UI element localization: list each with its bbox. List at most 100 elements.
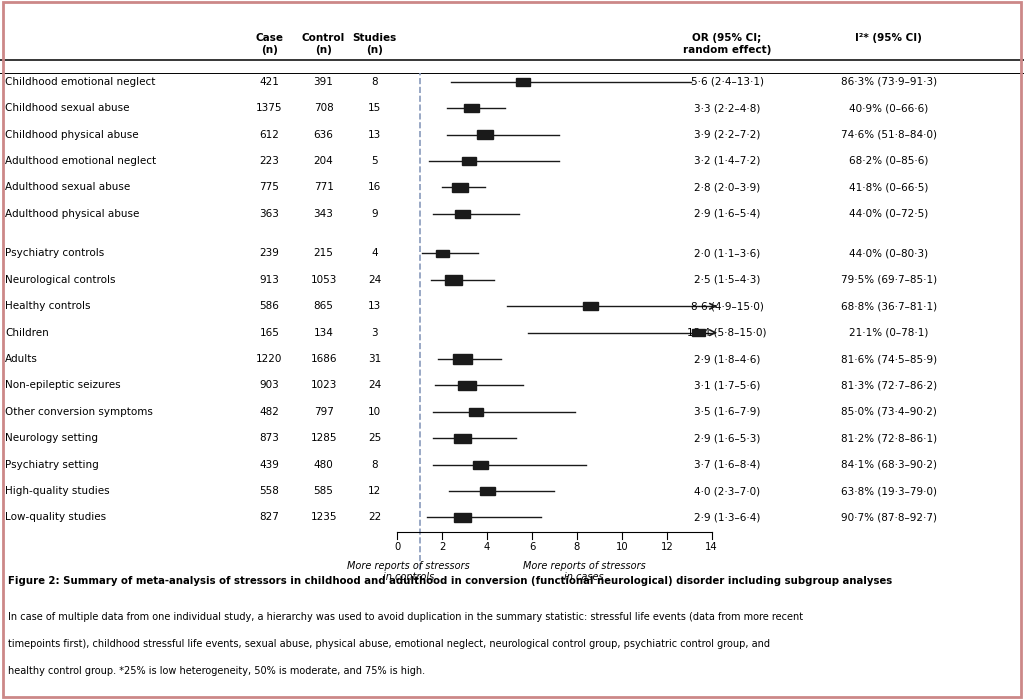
FancyBboxPatch shape [583,302,598,310]
Text: 13: 13 [369,129,381,140]
FancyBboxPatch shape [454,354,471,364]
Text: High-quality studies: High-quality studies [5,486,110,496]
Text: 775: 775 [259,182,280,192]
Text: 10: 10 [615,542,628,552]
Text: 68·8% (36·7–81·1): 68·8% (36·7–81·1) [841,301,937,311]
Text: 3·3 (2·2–4·8): 3·3 (2·2–4·8) [694,103,760,113]
Text: 10: 10 [369,407,381,417]
Text: 2·9 (1·8–4·6): 2·9 (1·8–4·6) [694,354,760,364]
Text: 21·1% (0–78·1): 21·1% (0–78·1) [849,328,929,338]
Text: 2·9 (1·6–5·4): 2·9 (1·6–5·4) [694,209,760,219]
FancyBboxPatch shape [463,157,476,164]
Text: 3·9 (2·2–7·2): 3·9 (2·2–7·2) [694,129,760,140]
Text: Childhood emotional neglect: Childhood emotional neglect [5,77,156,87]
FancyBboxPatch shape [464,104,479,113]
Text: 12: 12 [369,486,381,496]
Text: 24: 24 [369,275,381,285]
Text: 2·9 (1·3–6·4): 2·9 (1·3–6·4) [694,512,760,522]
FancyBboxPatch shape [469,408,483,416]
Text: 8: 8 [573,542,580,552]
Text: 482: 482 [259,407,280,417]
Text: 4: 4 [372,248,378,259]
Text: Healthy controls: Healthy controls [5,301,90,311]
Text: 4·0 (2·3–7·0): 4·0 (2·3–7·0) [694,486,760,496]
Text: 81·3% (72·7–86·2): 81·3% (72·7–86·2) [841,380,937,391]
Text: 16: 16 [369,182,381,192]
Text: 2·8 (2·0–3·9): 2·8 (2·0–3·9) [694,182,760,192]
FancyBboxPatch shape [454,433,471,443]
Text: 421: 421 [259,77,280,87]
FancyBboxPatch shape [479,487,495,495]
FancyBboxPatch shape [516,78,530,86]
Text: 14: 14 [706,542,718,552]
Text: 1220: 1220 [256,354,283,364]
FancyBboxPatch shape [454,513,471,522]
Text: 708: 708 [313,103,334,113]
Text: Control
(n): Control (n) [302,34,345,55]
Text: 797: 797 [313,407,334,417]
Text: 343: 343 [313,209,334,219]
Text: 24: 24 [369,380,381,391]
Text: 134: 134 [313,328,334,338]
Text: 8: 8 [372,460,378,470]
Text: 873: 873 [259,433,280,443]
Text: 223: 223 [259,156,280,166]
Text: 85·0% (73·4–90·2): 85·0% (73·4–90·2) [841,407,937,417]
Text: Low-quality studies: Low-quality studies [5,512,106,522]
Text: 12: 12 [660,542,673,552]
Text: 3·2 (1·4–7·2): 3·2 (1·4–7·2) [694,156,760,166]
Text: 86·3% (73·9–91·3): 86·3% (73·9–91·3) [841,77,937,87]
Text: 2·0 (1·1–3·6): 2·0 (1·1–3·6) [694,248,760,259]
Text: 1053: 1053 [310,275,337,285]
FancyBboxPatch shape [459,381,475,390]
FancyBboxPatch shape [435,250,449,257]
Text: 165: 165 [259,328,280,338]
Text: 2·5 (1·5–4·3): 2·5 (1·5–4·3) [694,275,760,285]
Text: 363: 363 [259,209,280,219]
Text: 3·1 (1·7–5·6): 3·1 (1·7–5·6) [694,380,760,391]
Text: 3·5 (1·6–7·9): 3·5 (1·6–7·9) [694,407,760,417]
Text: 215: 215 [313,248,334,259]
FancyBboxPatch shape [444,275,462,284]
Text: 68·2% (0–85·6): 68·2% (0–85·6) [849,156,929,166]
Text: 44·0% (0–72·5): 44·0% (0–72·5) [849,209,929,219]
Text: 40·9% (0–66·6): 40·9% (0–66·6) [849,103,929,113]
Text: 13·4 (5·8–15·0): 13·4 (5·8–15·0) [687,328,767,338]
Text: 865: 865 [313,301,334,311]
Text: 480: 480 [313,460,334,470]
Text: Childhood sexual abuse: Childhood sexual abuse [5,103,130,113]
Text: 585: 585 [313,486,334,496]
Text: 2·9 (1·6–5·3): 2·9 (1·6–5·3) [694,433,760,443]
Text: 239: 239 [259,248,280,259]
Text: 558: 558 [259,486,280,496]
Text: healthy control group. *25% is low heterogeneity, 50% is moderate, and 75% is hi: healthy control group. *25% is low heter… [8,666,425,676]
Text: Adulthood sexual abuse: Adulthood sexual abuse [5,182,130,192]
Text: 79·5% (69·7–85·1): 79·5% (69·7–85·1) [841,275,937,285]
Text: Children: Children [5,328,49,338]
Text: Studies
(n): Studies (n) [352,34,397,55]
Text: More reports of stressors
in cases: More reports of stressors in cases [523,561,645,582]
Text: timepoints first), childhood stressful life events, sexual abuse, physical abuse: timepoints first), childhood stressful l… [8,639,770,649]
Text: 636: 636 [313,129,334,140]
Text: 25: 25 [369,433,381,443]
Text: 5: 5 [372,156,378,166]
Text: Adulthood emotional neglect: Adulthood emotional neglect [5,156,157,166]
Text: I²* (95% CI): I²* (95% CI) [855,34,923,43]
FancyBboxPatch shape [455,210,470,217]
FancyBboxPatch shape [453,183,468,192]
Text: 2: 2 [439,542,445,552]
Text: Adults: Adults [5,354,38,364]
Text: 913: 913 [259,275,280,285]
Text: 81·2% (72·8–86·1): 81·2% (72·8–86·1) [841,433,937,443]
Text: In case of multiple data from one individual study, a hierarchy was used to avoi: In case of multiple data from one indivi… [8,612,803,622]
FancyBboxPatch shape [473,461,487,468]
Text: OR (95% CI;
random effect): OR (95% CI; random effect) [683,34,771,55]
Text: Case
(n): Case (n) [255,34,284,55]
Text: 1235: 1235 [310,512,337,522]
Text: 612: 612 [259,129,280,140]
Text: 3: 3 [372,328,378,338]
Text: 0: 0 [394,542,400,552]
Text: 1285: 1285 [310,433,337,443]
FancyBboxPatch shape [692,329,705,336]
Text: Other conversion symptoms: Other conversion symptoms [5,407,153,417]
